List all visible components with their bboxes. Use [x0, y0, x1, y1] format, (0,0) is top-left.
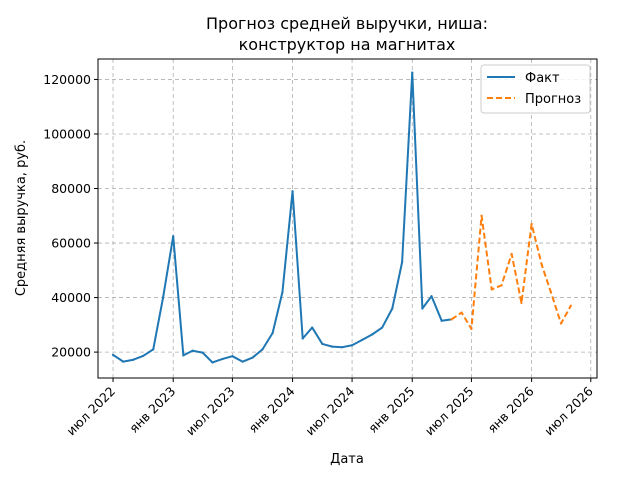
forecast-point	[510, 252, 513, 256]
fact-point	[221, 357, 224, 361]
fact-point	[201, 351, 204, 354]
fact-point	[161, 296, 165, 299]
y-tick-label: 20000	[51, 345, 91, 360]
fact-point	[391, 307, 394, 310]
fact-point	[341, 346, 344, 349]
forecast-point	[480, 214, 483, 217]
y-axis-label: Средняя выручка, руб.	[14, 140, 29, 296]
forecast-point	[540, 263, 543, 266]
fact-point	[142, 354, 145, 358]
fact-point	[241, 360, 244, 363]
forecast-point	[490, 288, 493, 291]
fact-point	[361, 338, 364, 341]
fact-point	[132, 358, 135, 361]
fact-point	[301, 337, 304, 340]
forecast-point	[530, 222, 533, 226]
fact-point	[182, 354, 185, 357]
fact-point	[251, 356, 254, 359]
series-lines	[111, 71, 572, 364]
fact-point	[421, 307, 424, 310]
y-tick-label: 100000	[43, 126, 91, 141]
fact-point	[191, 349, 194, 352]
forecast-point	[569, 304, 572, 307]
fact-point	[411, 71, 414, 74]
forecast-point	[559, 322, 563, 325]
fact-point	[321, 342, 324, 346]
forecast-point	[460, 311, 463, 314]
chart-title-line-1: Прогноз средней выручки, ниша:	[206, 14, 488, 33]
fact-point	[111, 353, 115, 356]
y-axis: 20000 40000 60000 80000 100000 120000	[43, 72, 98, 360]
fact-point	[211, 361, 214, 364]
forecast-point	[470, 327, 473, 331]
forecast-point	[520, 301, 523, 305]
fact-point	[122, 360, 125, 363]
fact-point	[401, 261, 404, 264]
fact-point	[311, 326, 314, 329]
fact-point	[350, 344, 354, 347]
fact-point	[231, 355, 234, 358]
y-tick-label: 40000	[51, 290, 91, 305]
fact-point	[440, 319, 443, 322]
y-tick-label: 60000	[51, 236, 91, 251]
legend: Факт Прогноз	[480, 64, 591, 114]
x-axis-label: Дата	[330, 452, 364, 467]
fact-point	[331, 345, 334, 348]
legend-label-forecast: Прогноз	[525, 92, 581, 107]
y-tick-label: 120000	[43, 72, 91, 87]
fact-point	[371, 333, 374, 336]
fact-point	[430, 295, 433, 298]
chart-title-line-2: конструктор на магнитах	[239, 35, 456, 54]
fact-point	[281, 291, 284, 294]
forecast-point	[549, 291, 552, 294]
y-tick-label: 80000	[51, 181, 91, 196]
plot-area-frame	[97, 58, 598, 379]
fact-point	[152, 348, 155, 351]
fact-point	[261, 348, 264, 351]
fact-point	[172, 235, 175, 238]
forecast-point	[500, 284, 503, 287]
fact-point	[291, 190, 294, 193]
fact-point	[381, 326, 384, 329]
legend-label-fact: Факт	[525, 71, 560, 86]
forecast-point	[450, 318, 453, 321]
fact-point	[271, 331, 274, 335]
